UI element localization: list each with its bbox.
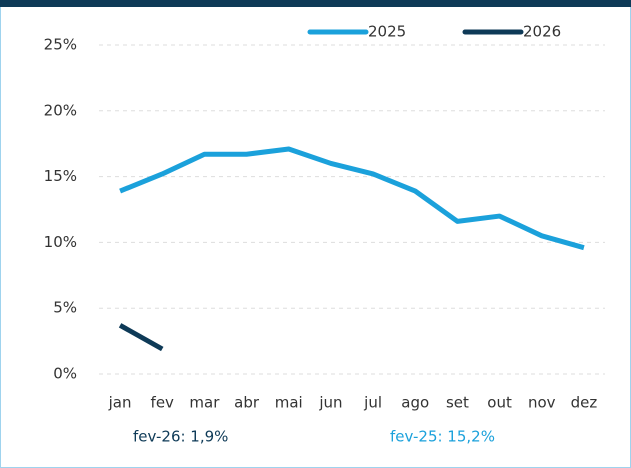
x-tick-label: jul [363,394,382,412]
header-bar [0,0,631,7]
y-tick-label: 5% [53,299,77,317]
x-tick-label: nov [528,394,556,412]
annotation: fev-26: 1,9% [133,428,228,446]
x-tick-label: mar [189,394,220,412]
x-tick-label: jan [108,394,132,412]
annotation: fev-25: 15,2% [390,428,495,446]
x-tick-label: out [487,394,512,412]
legend-label: 2026 [523,23,561,41]
x-tick-label: ago [401,394,429,412]
series-line [119,146,585,251]
x-tick-label: jun [318,394,342,412]
x-tick-label: set [446,394,469,412]
legend-label: 2025 [368,23,406,41]
y-tick-label: 15% [44,167,77,185]
y-tick-label: 25% [44,36,77,54]
x-tick-label: fev [151,394,175,412]
y-tick-label: 0% [53,365,77,383]
y-tick-label: 20% [44,101,77,119]
x-tick-label: abr [234,394,260,412]
x-tick-label: mai [275,394,303,412]
y-tick-label: 10% [44,233,77,251]
x-tick-label: dez [571,394,598,412]
series-line [118,323,164,352]
